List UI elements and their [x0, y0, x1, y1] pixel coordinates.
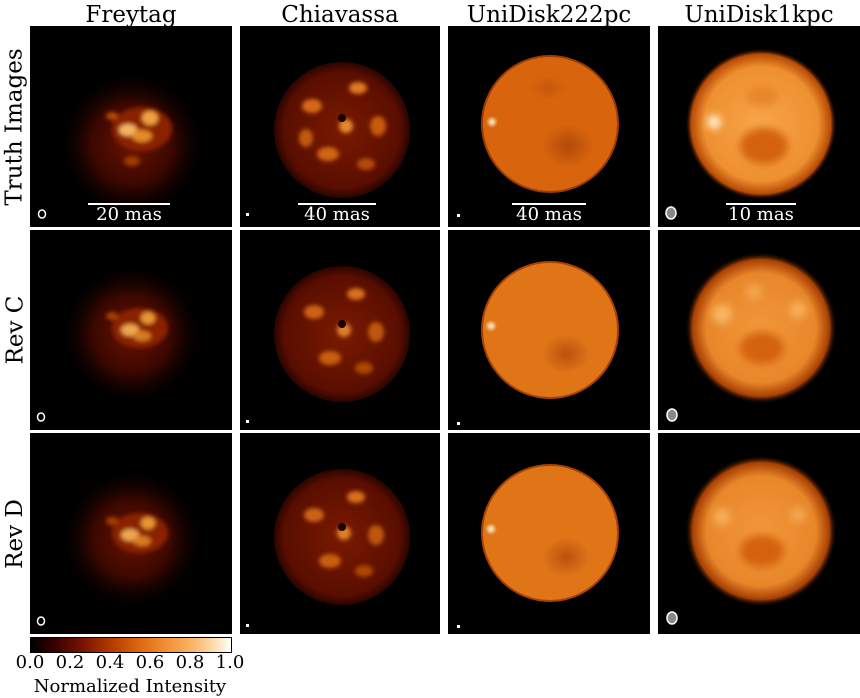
scale-bar-freytag: 20 mas: [88, 201, 170, 227]
unidisk222pc-rev-c-image: [457, 261, 619, 425]
row-title-truth-images: Truth Images: [0, 26, 30, 227]
unidisk1kpc-rev-c-image: [666, 252, 837, 422]
colorbar: [30, 637, 232, 653]
row-title-rev-c-text: Rev C: [2, 295, 28, 365]
unidisk222pc-rev-d-image: [457, 464, 619, 628]
unidisk1kpc-truth-image: [665, 48, 837, 220]
column-title-freytag: Freytag: [85, 2, 177, 28]
colorbar-tick: 0.0: [15, 652, 45, 673]
panel-chiavassa-rev-d: [240, 433, 440, 634]
beam-marker-icon: [246, 624, 249, 627]
column-title-unidisk1kpc: UniDisk1kpc: [684, 2, 834, 28]
colorbar-tick: 0.6: [135, 652, 165, 673]
panel-unidisk222pc-truth: 40 mas: [448, 26, 650, 227]
row-title-rev-d: Rev D: [0, 433, 30, 634]
panel-freytag-truth: 20 mas: [30, 26, 232, 227]
chiavassa-rev-d-image: [246, 469, 410, 627]
beam-marker-icon: [666, 408, 678, 422]
unidisk1kpc-rev-d-image: [666, 455, 837, 625]
scale-bar-label: 10 mas: [728, 204, 794, 225]
freytag-rev-c-image: [36, 262, 204, 422]
scale-bar-unidisk1kpc: 10 mas: [726, 201, 796, 227]
beam-marker-icon: [246, 213, 249, 216]
colorbar-tick: 0.4: [95, 652, 125, 673]
panel-unidisk222pc-rev-c: [448, 230, 650, 430]
scale-bar-line: [88, 203, 170, 205]
beam-marker-icon: [37, 209, 47, 219]
column-title-unidisk222pc: UniDisk222pc: [466, 2, 632, 28]
row-title-truth-images-text: Truth Images: [2, 47, 29, 206]
row-title-rev-d-text: Rev D: [2, 498, 28, 569]
panel-unidisk222pc-rev-d: [448, 433, 650, 634]
chiavassa-truth-image: [246, 62, 410, 216]
panel-freytag-rev-c: [30, 230, 232, 430]
beam-marker-icon: [457, 214, 460, 217]
scale-bar-line: [512, 203, 586, 205]
beam-marker-icon: [36, 616, 46, 626]
beam-marker-icon: [457, 625, 460, 628]
beam-marker-icon: [246, 420, 249, 423]
beam-marker-icon: [457, 422, 460, 425]
scale-bar-label: 20 mas: [96, 204, 162, 225]
colorbar-tick: 0.2: [55, 652, 85, 673]
panel-freytag-rev-d: [30, 433, 232, 634]
scale-bar-unidisk222pc: 40 mas: [512, 201, 586, 227]
scale-bar-line: [298, 203, 376, 205]
beam-marker-icon: [666, 611, 678, 625]
colorbar-tick: 1.0: [215, 652, 245, 673]
freytag-truth-image: [37, 69, 207, 219]
column-title-chiavassa: Chiavassa: [281, 2, 399, 28]
beam-marker-icon: [36, 412, 46, 422]
scale-bar-chiavassa: 40 mas: [298, 201, 376, 227]
scale-bar-line: [726, 203, 796, 205]
unidisk222pc-truth-image: [457, 55, 619, 217]
panel-unidisk1kpc-truth: 10 mas: [658, 26, 860, 227]
freytag-rev-d-image: [36, 467, 204, 626]
beam-marker-icon: [665, 206, 677, 220]
colorbar-tick: 0.8: [175, 652, 205, 673]
scale-bar-label: 40 mas: [516, 204, 582, 225]
scale-bar-label: 40 mas: [304, 204, 370, 225]
panel-unidisk1kpc-rev-d: [658, 433, 860, 634]
panel-unidisk1kpc-rev-c: [658, 230, 860, 430]
colorbar-label: Normalized Intensity: [33, 676, 227, 697]
chiavassa-rev-c-image: [246, 266, 410, 423]
row-title-rev-c: Rev C: [0, 230, 30, 430]
panel-chiavassa-rev-c: [240, 230, 440, 430]
panel-chiavassa-truth: 40 mas: [240, 26, 440, 227]
